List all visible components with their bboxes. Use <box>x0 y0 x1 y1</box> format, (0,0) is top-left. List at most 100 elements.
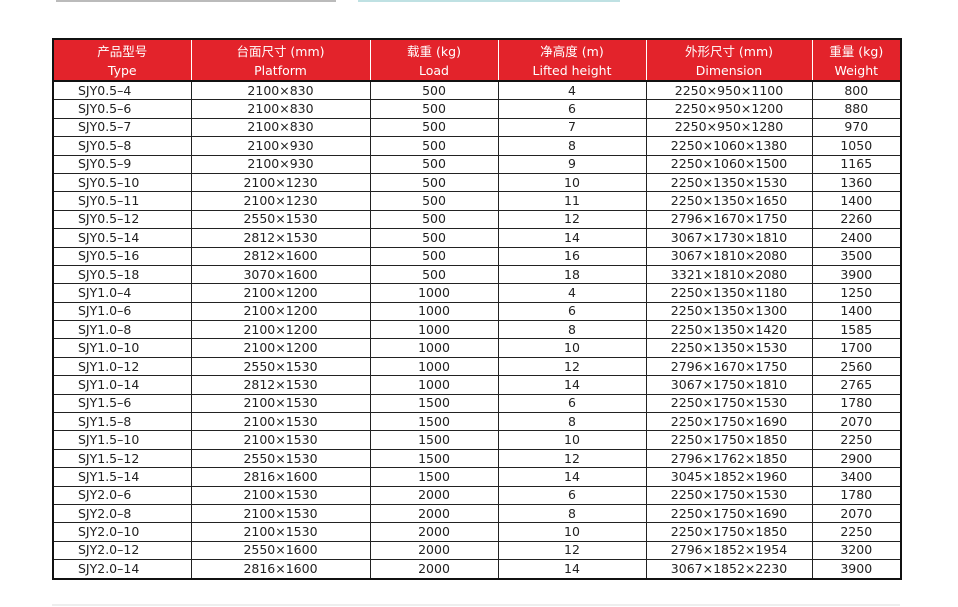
table-cell: 2100×1200 <box>190 320 371 340</box>
table-row: SJY0.5–9 2100×930 500 9 2250×1060×1500 1165 <box>52 154 902 174</box>
header-row: 产品型号 台面尺寸 (mm) 载重 (kg) 净高度 (m) 外形尺寸 (mm) 重量 (… <box>52 39 902 60</box>
table-cell: 1050 <box>811 136 902 156</box>
table-cell: 3500 <box>811 246 902 266</box>
table-cell: SJY0.5–12 <box>52 209 192 230</box>
table-cell: 6 <box>497 485 647 505</box>
table-cell: 8 <box>497 136 647 156</box>
table-cell: 2796×1852×1954 <box>645 540 813 561</box>
table-cell: SJY1.0–12 <box>52 356 192 377</box>
table-cell: SJY2.0–14 <box>52 559 192 580</box>
table-cell: 500 <box>369 246 499 266</box>
table-cell: 2250×950×1280 <box>645 117 813 138</box>
table-cell: SJY0.5–4 <box>52 80 192 101</box>
table-cell: 2100×1230 <box>190 191 371 211</box>
table-cell: SJY1.0–8 <box>52 320 192 340</box>
table-cell: 10 <box>497 172 647 193</box>
table-row: SJY0.5–6 2100×830 500 6 2250×950×1200 880 <box>52 99 902 119</box>
table-cell: SJY0.5–14 <box>52 228 192 248</box>
table-cell: 2100×1530 <box>190 522 371 542</box>
table-cell: 1585 <box>811 320 902 340</box>
table-row: SJY1.0–6 2100×1200 1000 6 2250×1350×1300 1400 <box>52 301 902 322</box>
table-row: SJY1.0–14 2812×1530 1000 14 3067×1750×1810 27… <box>52 375 902 395</box>
table-cell: 2796×1762×1850 <box>645 448 813 469</box>
table-body: SJY0.5–4 2100×830 500 4 2250×950×1100 800 SJY0… <box>52 80 902 580</box>
table-cell: 2100×1530 <box>190 430 371 450</box>
table-cell: 3067×1852×2230 <box>645 559 813 580</box>
table-cell: 1500 <box>369 467 499 487</box>
table-cell: 16 <box>497 246 647 266</box>
table-row: SJY1.0–4 2100×1200 1000 4 2250×1350×1180 1250 <box>52 283 902 303</box>
header-cell: Dimension <box>645 60 813 82</box>
table-row: SJY2.0–12 2550×1600 2000 12 2796×1852×1954 32… <box>52 540 902 561</box>
table-cell: 2070 <box>811 412 902 432</box>
header-cell: Load <box>369 60 499 82</box>
table-cell: 2250×1350×1530 <box>645 172 813 193</box>
table-cell: 1000 <box>369 375 499 395</box>
table-cell: 2250×1350×1420 <box>645 320 813 340</box>
table-cell: 14 <box>497 228 647 248</box>
table-cell: 2100×1530 <box>190 393 371 414</box>
table-cell: 14 <box>497 559 647 580</box>
table-cell: 2400 <box>811 228 902 248</box>
table-cell: 500 <box>369 172 499 193</box>
table-cell: 2000 <box>369 503 499 524</box>
table-row: SJY1.5–8 2100×1530 1500 8 2250×1750×1690 2070 <box>52 412 902 432</box>
table-cell: 11 <box>497 191 647 211</box>
table-cell: SJY1.0–6 <box>52 301 192 322</box>
table-cell: 880 <box>811 99 902 119</box>
table-cell: 1360 <box>811 172 902 193</box>
table-cell: 800 <box>811 80 902 101</box>
table-cell: 2070 <box>811 503 902 524</box>
table-cell: 1000 <box>369 356 499 377</box>
table-cell: 3200 <box>811 540 902 561</box>
table-cell: 3067×1750×1810 <box>645 375 813 395</box>
table-cell: 12 <box>497 209 647 230</box>
table-cell: 2250 <box>811 522 902 542</box>
table-cell: 2100×1200 <box>190 338 371 358</box>
table-cell: SJY0.5–10 <box>52 172 192 193</box>
table-cell: 2796×1670×1750 <box>645 209 813 230</box>
header-cell: 载重 (kg) <box>369 39 499 60</box>
table-cell: 500 <box>369 264 499 285</box>
table-header: 产品型号 台面尺寸 (mm) 载重 (kg) 净高度 (m) 外形尺寸 (mm) 重量 (… <box>52 39 902 82</box>
header-cell: Lifted height <box>497 60 647 82</box>
table-cell: 1700 <box>811 338 902 358</box>
table-row: SJY1.0–12 2550×1530 1000 12 2796×1670×1750 25… <box>52 356 902 377</box>
table-cell: 500 <box>369 228 499 248</box>
table-cell: 10 <box>497 522 647 542</box>
table-cell: 1780 <box>811 485 902 505</box>
table-cell: 9 <box>497 154 647 174</box>
table-cell: SJY2.0–12 <box>52 540 192 561</box>
header-cell: 外形尺寸 (mm) <box>645 39 813 60</box>
table-cell: 500 <box>369 99 499 119</box>
table-cell: 3321×1810×2080 <box>645 264 813 285</box>
table-cell: 2250×1750×1530 <box>645 393 813 414</box>
table-cell: 2560 <box>811 356 902 377</box>
table-cell: 2812×1530 <box>190 375 371 395</box>
table-cell: 500 <box>369 191 499 211</box>
table-cell: 3067×1810×2080 <box>645 246 813 266</box>
table-cell: SJY1.0–4 <box>52 283 192 303</box>
table-cell: 1400 <box>811 191 902 211</box>
table-cell: 4 <box>497 283 647 303</box>
top-rule <box>358 0 620 2</box>
table-row: SJY0.5–18 3070×1600 500 18 3321×1810×2080 390… <box>52 264 902 285</box>
table-cell: SJY1.5–6 <box>52 393 192 414</box>
table-cell: 2250×1350×1180 <box>645 283 813 303</box>
table-cell: 2796×1670×1750 <box>645 356 813 377</box>
table-cell: 2100×1200 <box>190 283 371 303</box>
table-cell: SJY1.5–8 <box>52 412 192 432</box>
table-cell: 3900 <box>811 264 902 285</box>
table-cell: 2100×830 <box>190 99 371 119</box>
table-row: SJY1.0–10 2100×1200 1000 10 2250×1350×1530 17… <box>52 338 902 358</box>
table-cell: 8 <box>497 320 647 340</box>
table-cell: SJY0.5–8 <box>52 136 192 156</box>
table-cell: SJY0.5–16 <box>52 246 192 266</box>
table-cell: 18 <box>497 264 647 285</box>
table-row: SJY0.5–7 2100×830 500 7 2250×950×1280 970 <box>52 117 902 138</box>
table-cell: 2550×1600 <box>190 540 371 561</box>
table-cell: 2260 <box>811 209 902 230</box>
table-cell: 970 <box>811 117 902 138</box>
table-cell: 2816×1600 <box>190 559 371 580</box>
table-cell: 500 <box>369 209 499 230</box>
